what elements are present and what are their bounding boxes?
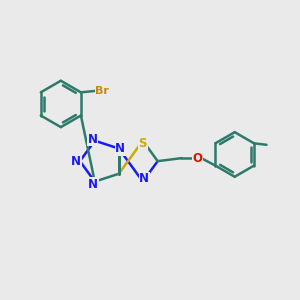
Text: S: S <box>139 137 147 150</box>
Text: N: N <box>88 178 98 191</box>
Text: N: N <box>87 133 98 146</box>
Text: N: N <box>139 172 149 185</box>
Text: N: N <box>71 154 81 168</box>
Text: Br: Br <box>95 86 109 96</box>
Text: N: N <box>115 142 125 155</box>
Text: O: O <box>193 152 203 165</box>
